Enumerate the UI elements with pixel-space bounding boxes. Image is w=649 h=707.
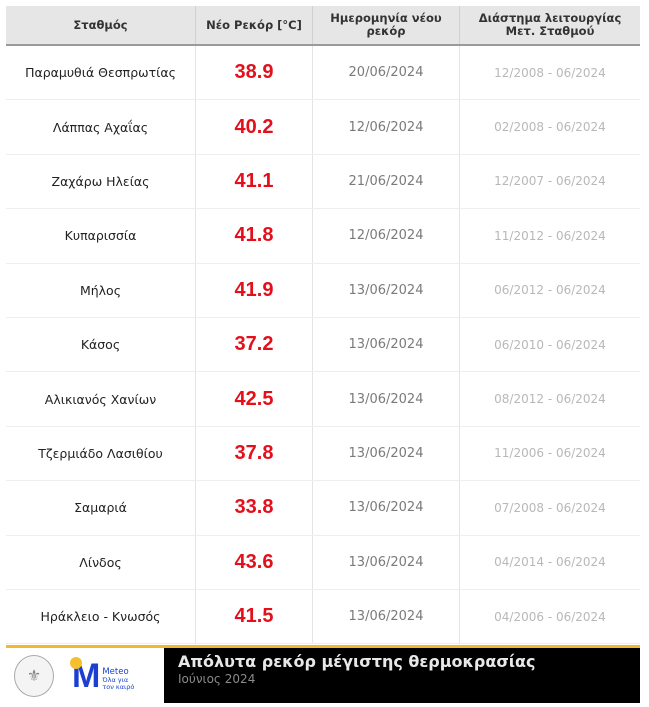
record-cell: 41.8 <box>196 209 313 263</box>
header-station: Σταθμός <box>6 6 196 44</box>
logos: ⚜ M Meteo Όλα για τον καιρό <box>6 648 164 703</box>
table-row: Ζαχάρω Ηλείας 41.1 21/06/2024 12/2007 - 06/… <box>6 154 640 210</box>
footer-accent-bar <box>6 645 640 648</box>
record-cell: 41.5 <box>196 589 313 644</box>
table-row: Λίνδος 43.6 13/06/2024 04/2014 - 06/2024 <box>6 535 640 590</box>
period-cell: 04/2014 - 06/2024 <box>494 555 606 570</box>
date-cell: 13/06/2024 <box>313 317 460 372</box>
date-cell: 13/06/2024 <box>313 426 460 481</box>
date-cell: 20/06/2024 <box>313 46 460 100</box>
period-cell: 06/2010 - 06/2024 <box>494 337 606 352</box>
station-cell: Παραμυθιά Θεσπρωτίας <box>6 46 196 100</box>
date-cell: 13/06/2024 <box>313 589 460 644</box>
table-row: Μήλος 41.9 13/06/2024 06/2012 - 06/2024 <box>6 263 640 318</box>
period-cell: 08/2012 - 06/2024 <box>494 392 606 407</box>
table-row: Κυπαρισσία 41.8 12/06/2024 11/2012 - 06/202… <box>6 209 640 264</box>
period-cell: 07/2008 - 06/2024 <box>494 500 606 515</box>
date-cell: 13/06/2024 <box>313 535 460 589</box>
observatory-seal-icon: ⚜ <box>14 654 54 697</box>
station-cell: Λίνδος <box>6 535 196 589</box>
period-cell: 04/2006 - 06/2024 <box>494 609 606 624</box>
footer-subtitle: Ιούνιος 2024 <box>178 672 256 686</box>
record-cell: 37.8 <box>196 426 313 481</box>
record-cell: 40.2 <box>196 100 313 154</box>
date-cell: 12/06/2024 <box>313 100 460 154</box>
records-table: Σταθμός Νέο Ρεκόρ [°C] Ημερομηνία νέου ρ… <box>6 6 640 645</box>
footer-body: ⚜ M Meteo Όλα για τον καιρό Απόλυτα ρεκό… <box>6 648 640 703</box>
record-cell: 33.8 <box>196 481 313 535</box>
period-cell: 11/2006 - 06/2024 <box>494 446 606 461</box>
station-cell: Ζαχάρω Ηλείας <box>6 154 196 209</box>
station-cell: Τζερμιάδο Λασιθίου <box>6 426 196 481</box>
table-row: Αλικιανός Χανίων 42.5 13/06/2024 08/2012 - … <box>6 372 640 427</box>
footer: ⚜ M Meteo Όλα για τον καιρό Απόλυτα ρεκό… <box>6 645 640 703</box>
period-cell: 12/2008 - 06/2024 <box>494 65 606 80</box>
period-cell: 12/2007 - 06/2024 <box>494 174 606 189</box>
meteo-text: Meteo Όλα για τον καιρό <box>102 667 134 691</box>
period-cell: 06/2012 - 06/2024 <box>494 283 606 298</box>
meteo-sun-dot-icon <box>70 656 82 669</box>
header-date: Ημερομηνία νέου ρεκόρ <box>313 6 460 44</box>
meteo-tagline-1: Όλα για <box>102 675 129 684</box>
record-cell: 38.9 <box>196 46 313 100</box>
meteo-logo: M Meteo Όλα για τον καιρό <box>70 656 134 693</box>
record-cell: 41.1 <box>196 154 313 209</box>
station-cell: Μήλος <box>6 263 196 317</box>
date-cell: 13/06/2024 <box>313 481 460 535</box>
table-row: Ηράκλειο - Κνωσός 41.5 13/06/2024 04/2006 -… <box>6 589 640 645</box>
meteo-brand: Meteo <box>102 666 129 677</box>
table-row: Τζερμιάδο Λασιθίου 37.8 13/06/2024 11/2006 … <box>6 426 640 482</box>
record-cell: 42.5 <box>196 372 313 426</box>
station-cell: Κυπαρισσία <box>6 209 196 263</box>
station-cell: Ηράκλειο - Κνωσός <box>6 589 196 644</box>
meteo-tagline-2: τον καιρό <box>102 682 135 691</box>
period-cell: 11/2012 - 06/2024 <box>494 228 606 243</box>
table-header: Σταθμός Νέο Ρεκόρ [°C] Ημερομηνία νέου ρ… <box>6 6 640 46</box>
date-cell: 21/06/2024 <box>313 154 460 209</box>
footer-title: Απόλυτα ρεκόρ μέγιστης θερμοκρασίας <box>178 652 536 671</box>
table-body: Παραμυθιά Θεσπρωτίας 38.9 20/06/2024 12/200… <box>6 46 640 645</box>
table-row: Παραμυθιά Θεσπρωτίας 38.9 20/06/2024 12/200… <box>6 46 640 101</box>
date-cell: 12/06/2024 <box>313 209 460 263</box>
table-row: Κάσος 37.2 13/06/2024 06/2010 - 06/2024 <box>6 317 640 373</box>
record-cell: 41.9 <box>196 263 313 317</box>
period-cell: 02/2008 - 06/2024 <box>494 120 606 135</box>
table-row: Λάππας Αχαΐας 40.2 12/06/2024 02/2008 - 06/… <box>6 100 640 155</box>
record-cell: 43.6 <box>196 535 313 589</box>
date-cell: 13/06/2024 <box>313 372 460 426</box>
date-cell: 13/06/2024 <box>313 263 460 317</box>
station-cell: Λάππας Αχαΐας <box>6 100 196 154</box>
table-row: Σαμαριά 33.8 13/06/2024 07/2008 - 06/2024 <box>6 481 640 536</box>
station-cell: Κάσος <box>6 317 196 372</box>
station-cell: Σαμαριά <box>6 481 196 535</box>
header-record: Νέο Ρεκόρ [°C] <box>196 6 313 44</box>
station-cell: Αλικιανός Χανίων <box>6 372 196 426</box>
record-cell: 37.2 <box>196 317 313 372</box>
title-panel: Απόλυτα ρεκόρ μέγιστης θερμοκρασίας Ιούν… <box>164 648 640 703</box>
header-period: Διάστημα λειτουργίας Μετ. Σταθμού <box>478 11 622 38</box>
